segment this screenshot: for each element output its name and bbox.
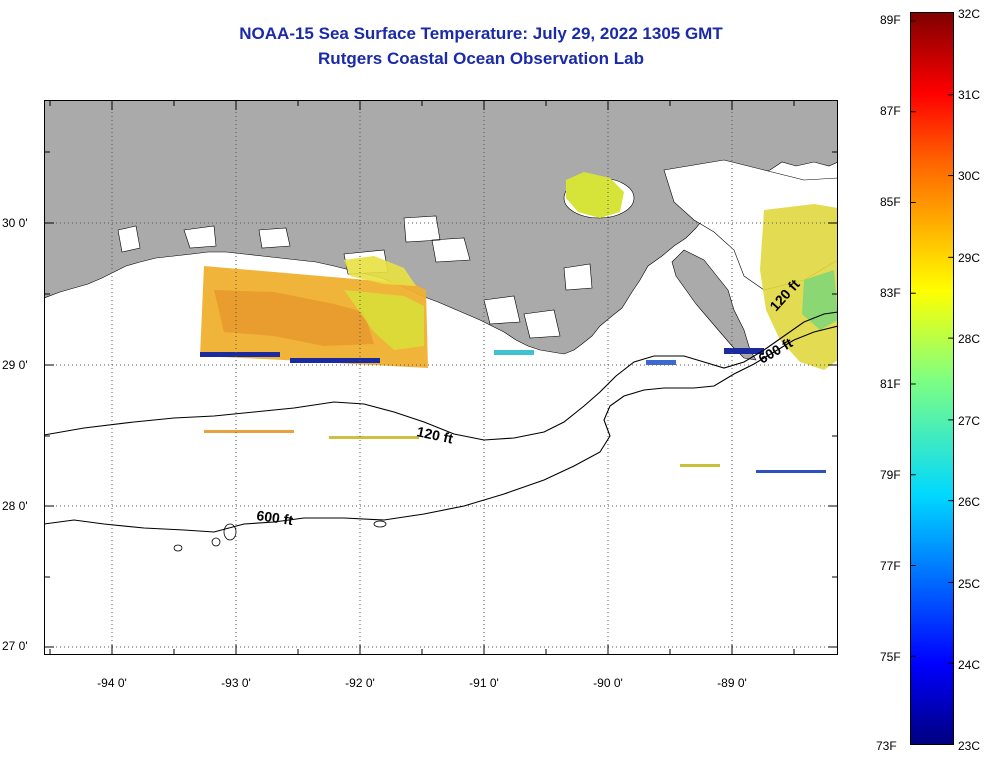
sst-patch-central — [344, 256, 416, 286]
colorbar-f-77: 77F — [880, 559, 901, 573]
colorbar-ticks — [911, 20, 953, 664]
colorbar-f-81: 81F — [880, 377, 901, 391]
coastal-bays-west — [183, 225, 217, 249]
sst-map: 120 ft 600 ft 120 ft 600 ft — [44, 100, 838, 655]
sst-patch-west-warm — [214, 290, 374, 346]
colorbar-f-73: 73F — [876, 739, 897, 753]
sst-patch-lake — [566, 172, 624, 218]
colorbar-f-87: 87F — [880, 104, 901, 118]
colorbar-c-23: 23C — [958, 739, 981, 753]
colorbar-c-29: 29C — [958, 251, 981, 265]
map-border — [44, 100, 838, 655]
sst-strip-3 — [680, 464, 720, 467]
graticule — [44, 100, 838, 655]
colorbar-f-83: 83F — [880, 286, 901, 300]
sst-edge-cold-3 — [724, 348, 764, 354]
lon-label-90: -90 0' — [593, 676, 623, 690]
colorbar-f-79: 79F — [880, 468, 901, 482]
map-subtitle: Rutgers Coastal Ocean Observation Lab — [318, 49, 644, 68]
sst-strip-2 — [329, 436, 419, 439]
sst-data-layer — [200, 172, 838, 473]
lon-label-94: -94 0' — [97, 676, 127, 690]
contour-120ft — [44, 311, 838, 441]
lon-label-91: -91 0' — [469, 676, 499, 690]
colorbar-c-30: 30C — [958, 169, 981, 183]
colorbar-f-75: 75F — [880, 650, 901, 664]
sst-edge-cold-1 — [200, 352, 280, 357]
contour-600ft — [44, 325, 838, 533]
colorbar-c-28: 28C — [958, 332, 981, 346]
sst-patch-east-cool — [802, 270, 838, 330]
lat-label-29: 29 0' — [2, 358, 28, 372]
sst-patch-west-cool — [344, 290, 424, 350]
sst-edge-cold-2 — [290, 358, 380, 363]
contour-label-120-west: 120 ft — [415, 423, 454, 446]
temperature-colorbar — [910, 12, 954, 745]
lat-label-30: 30 0' — [2, 216, 28, 230]
colorbar-c-25: 25C — [958, 577, 981, 591]
colorbar-c-26: 26C — [958, 495, 981, 509]
lon-label-92: -92 0' — [345, 676, 375, 690]
sst-edge-cold-5 — [494, 350, 534, 355]
map-ticks — [44, 100, 838, 655]
lat-label-27: 27 0' — [2, 639, 28, 653]
lat-label-28: 28 0' — [2, 499, 28, 513]
colorbar-c-24: 24C — [958, 658, 981, 672]
contour-details — [173, 520, 387, 552]
lon-label-93: -93 0' — [221, 676, 251, 690]
delta-land — [671, 249, 757, 361]
colorbar-c-27: 27C — [958, 414, 981, 428]
sst-edge-cold-4 — [646, 360, 676, 365]
colorbar-c-32: 32C — [958, 7, 981, 21]
sst-strip-1 — [204, 430, 294, 433]
colorbar-f-85: 85F — [880, 195, 901, 209]
coastal-bays-mid — [258, 215, 471, 275]
sst-strip-4 — [756, 470, 826, 473]
contour-label-600-west: 600 ft — [256, 507, 295, 528]
colorbar-c-31: 31C — [958, 88, 981, 102]
colorbar-gradient — [911, 13, 953, 744]
coastal-bays-east — [117, 225, 593, 339]
map-title: NOAA-15 Sea Surface Temperature: July 29… — [239, 24, 723, 43]
lon-label-89: -89 0' — [717, 676, 747, 690]
colorbar-f-89: 89F — [880, 13, 901, 27]
